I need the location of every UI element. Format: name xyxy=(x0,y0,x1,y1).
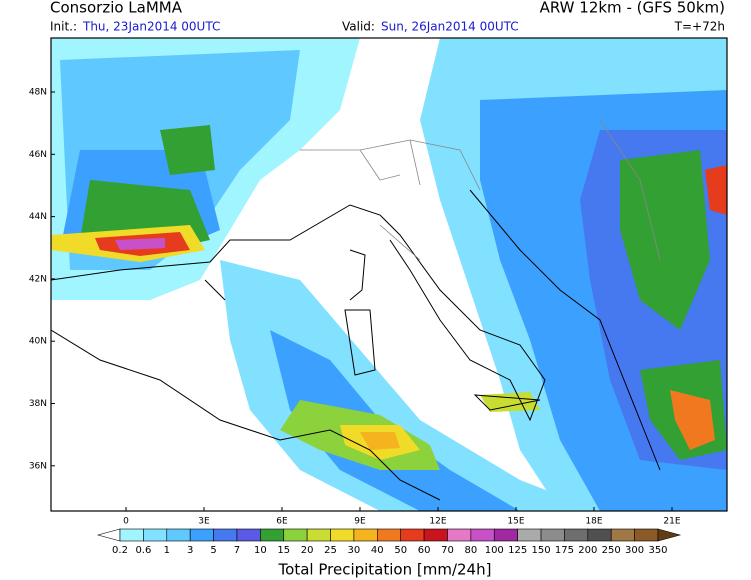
colorbar-swatch xyxy=(634,528,659,542)
map xyxy=(50,37,728,512)
valid-label: Valid: xyxy=(342,20,375,34)
colorbar-label: 70 xyxy=(441,545,454,556)
colorbar-swatch xyxy=(283,528,308,542)
colorbar-swatch xyxy=(260,528,285,542)
colorbar-label: 0.2 xyxy=(112,545,128,556)
lat-label: 40N xyxy=(29,337,47,347)
lat-label: 38N xyxy=(29,399,47,409)
valid-time: Sun, 26Jan2014 00UTC xyxy=(381,20,519,34)
colorbar-label: 5 xyxy=(210,545,216,556)
colorbar-label: 100 xyxy=(485,545,504,556)
colorbar-swatch xyxy=(236,528,261,542)
colorbar-label: 250 xyxy=(602,545,621,556)
colorbar-swatch xyxy=(119,528,144,542)
colorbar-label: 10 xyxy=(254,545,267,556)
colorbar-swatch xyxy=(564,528,589,542)
lon-label: 15E xyxy=(507,517,524,527)
map-frame xyxy=(50,37,728,512)
colorbar-label: 175 xyxy=(555,545,574,556)
colorbar-swatch xyxy=(166,528,191,542)
colorbar-swatch xyxy=(306,528,331,542)
colorbar-label: 15 xyxy=(277,545,290,556)
colorbar-swatch xyxy=(213,528,238,542)
init-label: Init.: xyxy=(50,20,77,34)
colorbar-label: 50 xyxy=(394,545,407,556)
colorbar-label: 7 xyxy=(234,545,240,556)
colorbar-end xyxy=(657,528,682,542)
lat-label: 44N xyxy=(29,212,47,222)
colorbar-swatch xyxy=(517,528,542,542)
lon-label: 0 xyxy=(123,517,129,527)
lon-label: 21E xyxy=(663,517,680,527)
init-time: Thu, 23Jan2014 00UTC xyxy=(82,20,220,34)
colorbar: 0.2 0.6 1 3 5 7 10 15 20 25 30 40 50 60 70 80 100 125 150 1… xyxy=(96,528,682,556)
colorbar-swatch xyxy=(423,528,448,542)
lat-label: 48N xyxy=(29,88,47,98)
colorbar-swatch xyxy=(587,528,612,542)
colorbar-swatch xyxy=(540,528,565,542)
colorbar-label: 25 xyxy=(324,545,337,556)
precip-field xyxy=(51,38,727,511)
model: ARW 12km - (GFS 50km) xyxy=(540,0,725,17)
colorbar-swatch xyxy=(447,528,472,542)
colorbar-label: 80 xyxy=(465,545,478,556)
lon-label: 12E xyxy=(429,517,446,527)
lon-label: 9E xyxy=(354,517,366,527)
colorbar-swatch xyxy=(400,528,425,542)
colorbar-swatch xyxy=(189,528,214,542)
colorbar-end xyxy=(96,528,121,542)
lon-label: 18E xyxy=(585,517,602,527)
lead-time: T=+72h xyxy=(674,20,725,34)
colorbar-swatch xyxy=(470,528,495,542)
colorbar-swatch xyxy=(493,528,518,542)
colorbar-label: 20 xyxy=(301,545,314,556)
colorbar-label: 350 xyxy=(648,545,667,556)
colorbar-swatch xyxy=(330,528,355,542)
colorbar-swatch xyxy=(377,528,401,542)
colorbar-label: 40 xyxy=(371,545,384,556)
lon-label: 3E xyxy=(198,517,210,527)
colorbar-swatch xyxy=(610,528,635,542)
colorbar-swatch xyxy=(143,528,168,542)
colorbar-label: 60 xyxy=(418,545,431,556)
title: Consorzio LaMMA xyxy=(50,0,183,17)
lon-label: 6E xyxy=(276,517,288,527)
colorbar-label: 1 xyxy=(164,545,170,556)
lat-label: 36N xyxy=(29,461,47,471)
colorbar-label: 3 xyxy=(187,545,193,556)
colorbar-label: 300 xyxy=(625,545,644,556)
colorbar-label: 30 xyxy=(348,545,361,556)
axis-labels: 48N 46N 44N 42N 40N 38N 36N 0 3E 6E 9E 12E 15E 18E 21E xyxy=(29,88,681,527)
colorbar-label: 200 xyxy=(578,545,597,556)
lat-label: 46N xyxy=(29,150,47,160)
colorbar-title: Total Precipitation [mm/24h] xyxy=(278,561,492,579)
colorbar-label: 150 xyxy=(531,545,550,556)
colorbar-swatch xyxy=(353,528,378,542)
lat-label: 42N xyxy=(29,274,47,284)
colorbar-label: 0.6 xyxy=(135,545,151,556)
colorbar-label: 125 xyxy=(508,545,527,556)
